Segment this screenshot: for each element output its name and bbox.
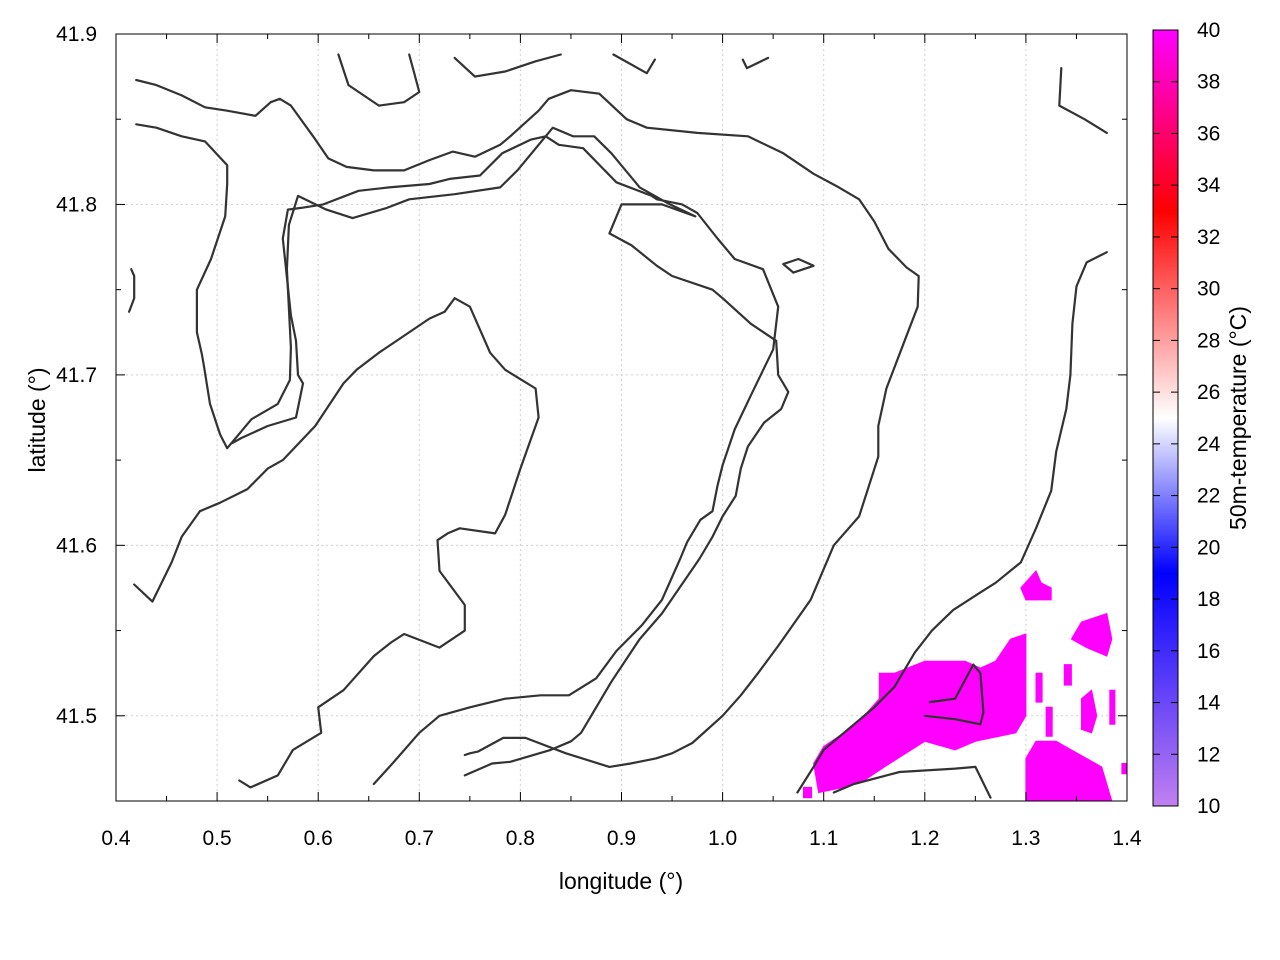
- y-tick-label: 41.9: [56, 23, 97, 46]
- contour-line: [337, 53, 421, 107]
- heat-region: [1081, 689, 1098, 734]
- contour-line: [782, 257, 815, 274]
- y-tick-labels: 41.5 41.6 41.7 41.8 41.9: [56, 23, 97, 728]
- colorbar-tick-label: 26: [1197, 381, 1220, 404]
- x-tick-labels: 0.4 0.5 0.6 0.7 0.8 0.9 1.0 1.1 1.2 1.3 1.4: [101, 827, 1142, 850]
- colorbar-tick-label: 34: [1197, 174, 1221, 197]
- y-tick-label: 41.5: [56, 705, 97, 728]
- colorbar-tick-label: 36: [1197, 122, 1220, 145]
- colorbar: [1152, 29, 1179, 807]
- axis-ticks: [115, 33, 1128, 802]
- heat-region: [803, 786, 813, 799]
- x-tick-label: 0.7: [405, 827, 434, 850]
- x-tick-label: 0.9: [607, 827, 636, 850]
- x-tick-label: 1.3: [1011, 827, 1040, 850]
- heat-region: [1121, 763, 1127, 775]
- contour-line: [453, 53, 562, 78]
- x-tick-label: 0.4: [101, 827, 131, 850]
- colorbar-tick-label: 20: [1197, 536, 1220, 559]
- colorbar-tick-label: 30: [1197, 278, 1220, 301]
- colorbar-tick-label: 18: [1197, 588, 1220, 611]
- heat-region: [1070, 612, 1113, 657]
- colorbar-tick-label: 28: [1197, 329, 1220, 352]
- heat-region: [1035, 672, 1043, 703]
- heat-region: [1020, 569, 1052, 601]
- contour-lines: [128, 53, 1108, 799]
- heat-region: [1045, 706, 1053, 737]
- colorbar-tick-label: 12: [1197, 743, 1220, 766]
- heat-region: [1025, 740, 1113, 801]
- y-tick-label: 41.7: [56, 364, 97, 387]
- x-tick-label: 0.6: [304, 827, 333, 850]
- colorbar-tick-label: 16: [1197, 640, 1220, 663]
- x-tick-label: 1.0: [708, 827, 737, 850]
- contour-line: [135, 78, 920, 768]
- colorbar-tick-label: 22: [1197, 485, 1220, 508]
- colorbar-tick-label: 10: [1197, 795, 1220, 818]
- contour-line: [128, 268, 136, 313]
- y-tick-label: 41.8: [56, 193, 97, 216]
- contour-line: [796, 251, 1108, 794]
- contour-line: [135, 123, 790, 777]
- x-tick-label: 0.8: [506, 827, 535, 850]
- contour-line: [832, 765, 992, 799]
- x-axis-label: longitude (°): [559, 868, 683, 894]
- contour-line: [231, 135, 780, 786]
- y-axis-label: latitude (°): [24, 367, 50, 472]
- x-tick-label: 1.1: [809, 827, 838, 850]
- contour-line: [133, 297, 540, 789]
- heat-regions: [803, 569, 1127, 801]
- colorbar-label: 50m-temperature (°C): [1225, 306, 1251, 530]
- colorbar-ticks: 10 12 14 16 18 20 22 24 26 28 30 32 34 36 38 40: [1153, 19, 1221, 818]
- x-tick-label: 0.5: [202, 827, 231, 850]
- contour-line: [1058, 67, 1108, 134]
- contour-line: [612, 53, 656, 75]
- contour-line: [923, 663, 985, 726]
- heat-region: [1063, 664, 1072, 686]
- colorbar-tick-label: 38: [1197, 71, 1220, 94]
- x-tick-label: 1.2: [910, 827, 939, 850]
- heat-region: [1109, 689, 1116, 725]
- colorbar-tick-label: 14: [1197, 692, 1221, 715]
- colorbar-tick-label: 40: [1197, 19, 1220, 42]
- y-tick-label: 41.6: [56, 534, 97, 557]
- colorbar-tick-label: 32: [1197, 226, 1220, 249]
- colorbar-tick-label: 24: [1197, 433, 1221, 456]
- heat-region: [813, 633, 1027, 794]
- contour-line: [741, 56, 770, 70]
- x-tick-label: 1.4: [1112, 827, 1142, 850]
